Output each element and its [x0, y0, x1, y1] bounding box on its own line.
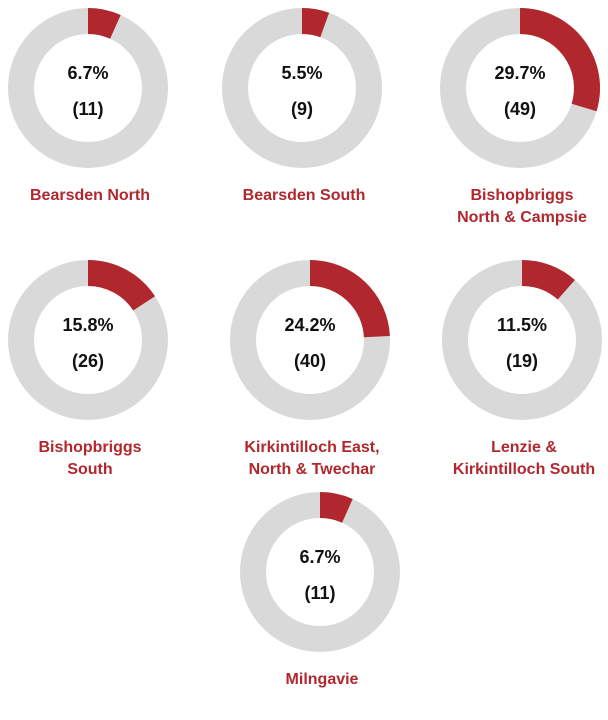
donut-segment [521, 260, 575, 300]
area-name: Bishopbriggs [470, 187, 573, 204]
donut: 6.7% (11) Bearsden North [8, 8, 168, 204]
donut: 11.5% (19) Lenzie & Kirkintilloch South [442, 260, 602, 478]
area-name: Kirkintilloch East, [244, 439, 379, 456]
area-name: North & Twechar [249, 461, 376, 478]
percent-label: 5.5% [281, 63, 322, 83]
area-name: Kirkintilloch South [453, 461, 595, 478]
percent-label: 24.2% [284, 315, 335, 335]
percent-label: 6.7% [299, 547, 340, 567]
area-name: Lenzie & [491, 439, 557, 456]
area-name: Bearsden North [30, 187, 150, 204]
percent-label: 11.5% [497, 315, 547, 335]
percent-label: 15.8% [62, 315, 113, 335]
donut-segment [309, 260, 390, 338]
area-name: South [67, 461, 112, 478]
percent-label: 6.7% [67, 63, 108, 83]
donut: 6.7% (11) Milngavie [240, 492, 400, 688]
count-label: (26) [72, 351, 104, 371]
donut: 29.7% (49) Bishopbriggs North & Campsie [440, 8, 600, 226]
count-label: (11) [72, 99, 103, 119]
count-label: (49) [504, 99, 536, 119]
donut-segment [319, 492, 353, 523]
donut-track [240, 492, 400, 652]
donut-track [8, 8, 168, 168]
donut-segment [87, 260, 155, 311]
count-label: (40) [294, 351, 326, 371]
donut: 5.5% (9) Bearsden South [222, 8, 382, 204]
donut: 15.8% (26) Bishopbriggs South [8, 260, 168, 478]
donut: 24.2% (40) Kirkintilloch East, North & Twec… [230, 260, 390, 478]
area-name: North & Campsie [457, 209, 587, 226]
donut-track [222, 8, 382, 168]
donut-segment [519, 8, 600, 112]
area-name: Milngavie [286, 671, 359, 688]
donut-track [442, 260, 602, 420]
donut-segment [301, 8, 330, 38]
area-name: Bearsden South [243, 187, 366, 204]
count-label: (9) [291, 99, 313, 119]
area-name: Bishopbriggs [38, 439, 141, 456]
percent-label: 29.7% [494, 63, 545, 83]
donut-segment [87, 8, 121, 39]
count-label: (19) [506, 351, 538, 371]
count-label: (11) [304, 583, 335, 603]
